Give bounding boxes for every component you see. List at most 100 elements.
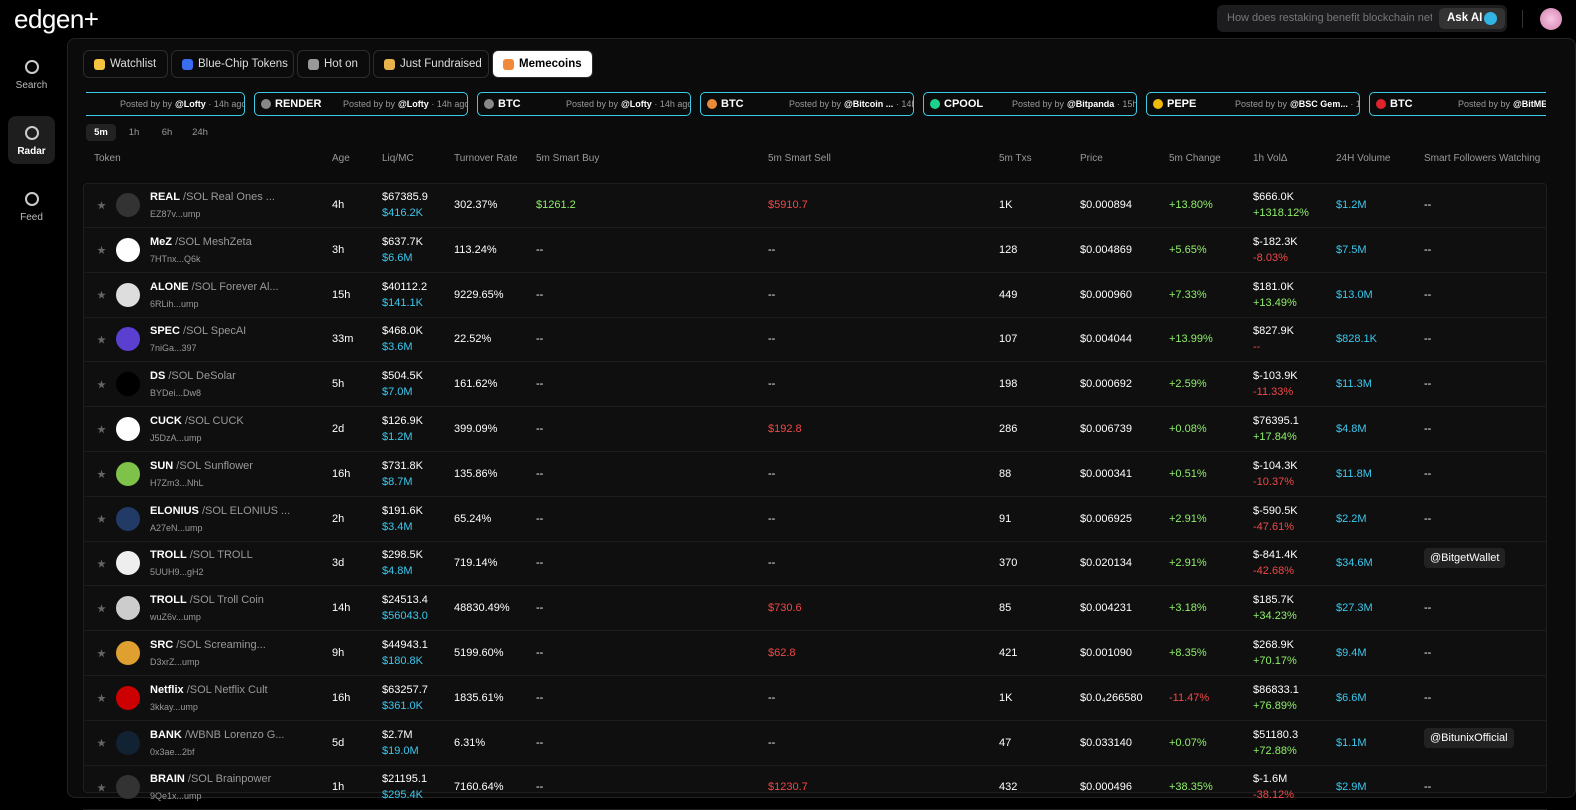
post-card[interactable]: BTC Posted by by @Lofty · 14h ago	[477, 92, 691, 116]
token-address[interactable]: 6RLih...ump	[150, 298, 199, 309]
smart-followers: --	[1424, 647, 1431, 659]
token-row[interactable]: CUCK /SOL CUCK J5DzA...ump 2d $126.9K $1.2M 3…	[83, 407, 1547, 452]
smart-sell: --	[768, 243, 776, 256]
token-icon	[930, 99, 940, 109]
liquidity: $731.8K	[382, 459, 423, 472]
sidebar-item[interactable]: Radar	[8, 116, 55, 164]
token-icon	[261, 99, 271, 109]
post-card[interactable]: RENDER Posted by by @Lofty · 14h ago	[254, 92, 468, 116]
timeframe[interactable]: 24h	[192, 127, 208, 138]
search-placeholder[interactable]: How does restaking benefit blockchain ne…	[1227, 12, 1432, 24]
tab[interactable]: Hot on	[297, 50, 370, 78]
token-row[interactable]: TROLL /SOL TROLL 5UUH9...gH2 3d $298.5K $4.8…	[83, 541, 1547, 587]
token-row[interactable]: REAL /SOL Real Ones ... EZ87v...ump 4h $673…	[83, 183, 1547, 228]
tab[interactable]: Blue-Chip Tokens	[171, 50, 294, 78]
column-header[interactable]: Liq/MC	[382, 153, 414, 164]
post-card[interactable]: PEPE Posted by by@BSC Gem... · 1...	[1146, 92, 1360, 116]
volume-delta: $666.0K	[1253, 191, 1294, 203]
column-header[interactable]: Price	[1080, 153, 1103, 164]
star-icon[interactable]	[97, 559, 106, 568]
token-address[interactable]: wuZ6v...ump	[150, 612, 201, 623]
token-chain-name: /SOL DeSolar	[168, 370, 236, 383]
post-card[interactable]: BTC Posted by by@Bitcoin ... · 14h ago	[700, 92, 914, 116]
tab[interactable]: Watchlist	[83, 50, 168, 78]
price: $0.004044	[1080, 333, 1132, 346]
token-chain-name: /SOL Troll Coin	[189, 594, 264, 607]
change: +13.99%	[1169, 333, 1213, 346]
smart-followers: --	[1424, 468, 1431, 480]
star-icon[interactable]	[97, 649, 106, 658]
token-address[interactable]: 9Qe1x...ump	[150, 791, 202, 802]
token-address[interactable]: 0x3ae...2bf	[150, 746, 195, 757]
token-chain-name: /SOL Screaming...	[176, 639, 266, 651]
star-icon[interactable]	[97, 738, 106, 747]
star-icon[interactable]	[97, 335, 106, 344]
tab[interactable]: Just Fundraised	[373, 50, 489, 78]
token-address[interactable]: 7niGa...397	[150, 343, 197, 354]
token-row[interactable]: Netflix /SOL Netflix Cult 3kkay...ump 16h $…	[83, 676, 1547, 721]
token-row[interactable]: TROLL /SOL Troll Coin wuZ6v...ump 14h $2451…	[83, 586, 1547, 632]
column-header[interactable]: 1h VolΔ	[1253, 153, 1288, 164]
star-icon[interactable]	[97, 425, 106, 434]
smart-buy: --	[536, 288, 544, 301]
tab-icon	[308, 59, 319, 70]
turnover: 113.24%	[454, 243, 497, 256]
token-row[interactable]: SUN /SOL Sunflower H7Zm3...NhL 16h $731.8K $…	[83, 452, 1547, 497]
column-header[interactable]: Turnover Rate	[454, 153, 518, 164]
star-icon[interactable]	[97, 380, 106, 389]
tab[interactable]: Memecoins	[492, 50, 593, 78]
timeframe[interactable]: 5m	[86, 124, 116, 141]
token-address[interactable]: A27eN...ump	[150, 522, 203, 533]
timeframe[interactable]: 6h	[161, 127, 173, 138]
ask-ai-button[interactable]: Ask AI	[1439, 8, 1505, 29]
search-box[interactable]: How does restaking benefit blockchain ne…	[1217, 5, 1507, 32]
token-address[interactable]: 3kkay...ump	[150, 701, 198, 712]
token-address[interactable]: EZ87v...ump	[150, 209, 201, 219]
token-name: ALONE /SOL Forever Al...	[150, 281, 279, 293]
txs: 198	[999, 378, 1018, 391]
token-row[interactable]: SPEC /SOL SpecAI 7niGa...397 33m $468.0K $3.…	[83, 317, 1547, 363]
volume-delta-pct: -38.12%	[1253, 789, 1294, 802]
sidebar-item[interactable]: Feed	[8, 182, 55, 230]
column-header[interactable]: 5m Smart Buy	[536, 153, 600, 164]
star-icon[interactable]	[97, 245, 106, 254]
token-row[interactable]: DS /SOL DeSolar BYDei...Dw8 5h $504.5K $7.0M…	[83, 362, 1547, 408]
token-row[interactable]: SRC /SOL Screaming... D3xrZ...ump 9h $44943…	[83, 631, 1547, 676]
star-icon[interactable]	[97, 604, 106, 613]
ask-icon	[1484, 12, 1497, 25]
star-icon[interactable]	[97, 693, 106, 702]
smart-followers: --	[1424, 289, 1431, 301]
user-avatar[interactable]	[1540, 8, 1562, 30]
token-row[interactable]: ELONIUS /SOL ELONIUS ... A27eN...ump 2h $19…	[83, 497, 1547, 542]
token-row[interactable]: BRAIN /SOL Brainpower 9Qe1x...ump 1h $21195…	[83, 765, 1547, 810]
volume-delta-pct: +34.23%	[1253, 610, 1297, 623]
timeframe[interactable]: 1h	[128, 127, 140, 138]
token-name: TROLL /SOL TROLL	[150, 549, 253, 561]
star-icon[interactable]	[97, 783, 106, 792]
token-address[interactable]: 7HTnx...Q6k	[150, 253, 201, 264]
column-header[interactable]: 5m Change	[1169, 153, 1221, 164]
logo[interactable]: edgen+	[14, 4, 99, 34]
txs: 128	[999, 243, 1018, 256]
star-icon[interactable]	[97, 201, 106, 210]
token-address[interactable]: 5UUH9...gH2	[150, 567, 204, 578]
token-row[interactable]: ALONE /SOL Forever Al... 6RLih...ump 15h $4…	[83, 273, 1547, 318]
post-card[interactable]: CPOOL Posted by by@Bitpanda · 15h...	[923, 92, 1137, 116]
star-icon[interactable]	[97, 469, 106, 478]
column-header[interactable]: 5m Smart Sell	[768, 153, 831, 164]
token-address[interactable]: D3xrZ...ump	[150, 657, 200, 667]
column-header[interactable]: 5m Txs	[999, 153, 1032, 164]
token-row[interactable]: MeZ /SOL MeshZeta 7HTnx...Q6k 3h $637.7K $6.…	[83, 228, 1547, 273]
token-address[interactable]: BYDei...Dw8	[150, 388, 202, 399]
column-header[interactable]: Smart Followers Watching	[1424, 153, 1541, 164]
token-row[interactable]: BANK /WBNB Lorenzo G... 0x3ae...2bf 5d $2.7…	[83, 721, 1547, 766]
star-icon[interactable]	[97, 290, 106, 299]
column-header[interactable]: Age	[332, 153, 350, 164]
token-address[interactable]: H7Zm3...NhL	[150, 477, 204, 488]
token-address[interactable]: J5DzA...ump	[150, 433, 202, 443]
sidebar-item[interactable]: Search	[8, 50, 55, 98]
column-header[interactable]: 24H Volume	[1336, 153, 1391, 164]
post-card[interactable]: BTC Posted by by@BitMEX · 1...	[1369, 92, 1546, 116]
post-card[interactable]: Posted by by @Lofty · 14h ago	[86, 92, 245, 116]
star-icon[interactable]	[97, 514, 106, 523]
